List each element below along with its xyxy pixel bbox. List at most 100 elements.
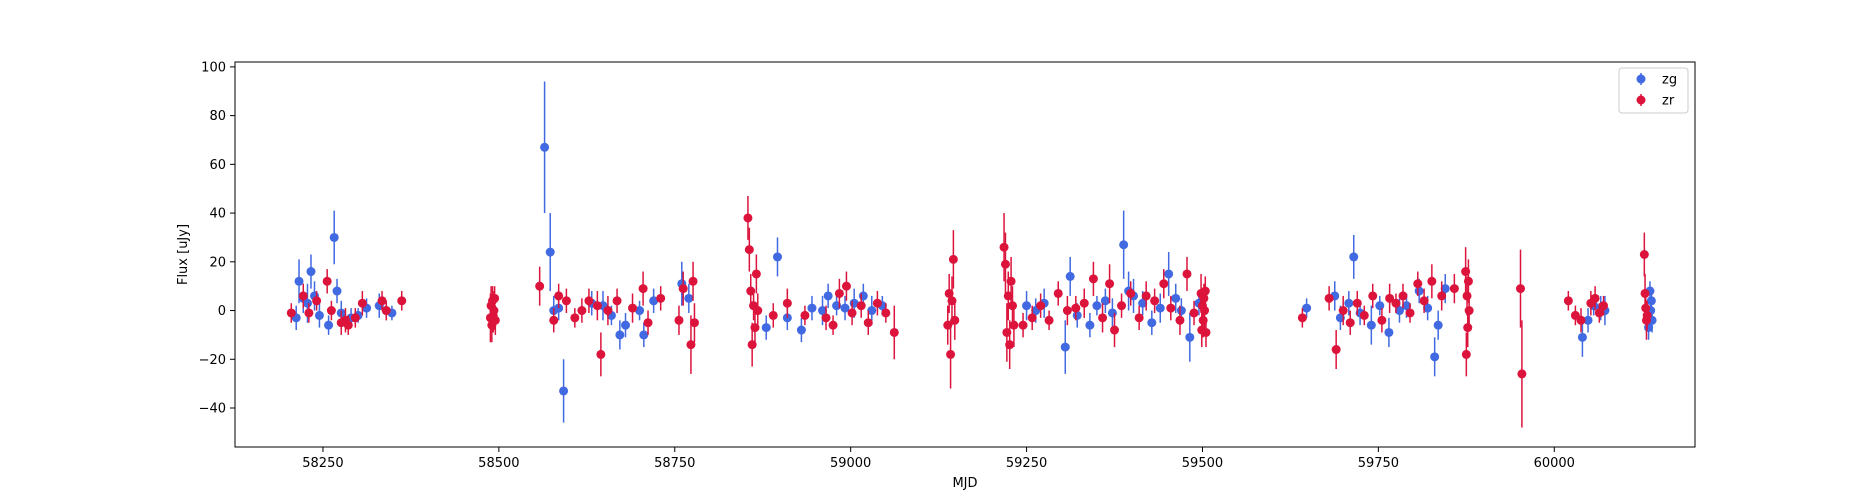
data-point-zg	[1433, 320, 1443, 330]
data-point-zg	[1100, 296, 1110, 306]
data-point-zr	[612, 296, 622, 306]
data-point-zr	[1516, 284, 1526, 294]
data-point-zr	[1427, 276, 1437, 286]
data-point-zg	[639, 330, 649, 340]
data-point-zr	[841, 281, 851, 291]
data-point-zg	[1155, 303, 1165, 313]
data-point-zg	[1646, 296, 1656, 306]
data-point-zr	[751, 269, 761, 279]
plot-content	[286, 81, 1657, 428]
data-point-zr	[1175, 315, 1185, 325]
y-tick-label: 60	[209, 158, 226, 173]
data-point-zr	[584, 296, 594, 306]
data-point-zg	[1085, 320, 1095, 330]
data-point-zg	[306, 267, 316, 277]
data-point-zg	[635, 306, 645, 316]
data-point-zr	[847, 308, 857, 318]
data-point-zr	[1088, 274, 1098, 284]
legend-entry-zr: zr	[1636, 94, 1675, 109]
data-point-zr	[688, 276, 698, 286]
y-tick-label: 80	[209, 109, 226, 124]
x-tick-label: 59750	[1358, 456, 1399, 471]
data-point-zr	[1642, 310, 1652, 320]
data-point-zr	[490, 315, 500, 325]
data-point-zr	[1006, 276, 1016, 286]
data-point-zg	[772, 252, 782, 262]
data-point-zr	[863, 318, 873, 328]
data-point-zr	[1062, 306, 1072, 316]
data-point-zr	[1599, 301, 1609, 311]
data-point-zr	[1159, 279, 1169, 289]
y-tick-label: 40	[209, 207, 226, 222]
data-point-zg	[1060, 342, 1070, 352]
data-point-zr	[674, 315, 684, 325]
data-point-zr	[689, 318, 699, 328]
data-point-zr	[326, 306, 336, 316]
data-point-zr	[298, 291, 308, 301]
data-point-zg	[858, 291, 868, 301]
data-point-zg	[649, 296, 659, 306]
data-point-zg	[1185, 332, 1195, 342]
data-point-zg	[302, 298, 312, 308]
data-point-zg	[1092, 301, 1102, 311]
legend-label-zr: zr	[1662, 94, 1675, 109]
data-point-zr	[1419, 296, 1429, 306]
data-point-zr	[628, 303, 638, 313]
x-tick-label: 58500	[478, 456, 519, 471]
data-point-zr	[1189, 308, 1199, 318]
data-point-zr	[1331, 345, 1341, 355]
data-point-zr	[1071, 303, 1081, 313]
data-point-zr	[596, 349, 606, 359]
data-point-zg	[621, 320, 631, 330]
data-point-zr	[1590, 293, 1600, 303]
data-point-zr	[592, 301, 602, 311]
data-point-zr	[1134, 313, 1144, 323]
y-axis-label: Flux [uJy]	[176, 224, 191, 285]
data-point-zg	[545, 247, 555, 257]
data-point-zr	[768, 310, 778, 320]
data-point-zg	[1366, 320, 1376, 330]
data-point-zr	[343, 320, 353, 330]
data-point-zr	[1117, 301, 1127, 311]
data-point-zr	[948, 254, 958, 264]
y-tick-label: −20	[199, 353, 226, 368]
data-point-zg	[1302, 303, 1312, 313]
data-point-zg	[1171, 293, 1181, 303]
data-point-zr	[1098, 313, 1108, 323]
x-tick-label: 58250	[302, 456, 343, 471]
data-point-zr	[656, 293, 666, 303]
data-point-zg	[1164, 269, 1174, 279]
data-point-zr	[1464, 306, 1474, 316]
data-point-zr	[1462, 291, 1472, 301]
data-point-zg	[1384, 327, 1394, 337]
data-point-zr	[1461, 349, 1471, 359]
data-point-zr	[678, 284, 688, 294]
data-point-zr	[1517, 369, 1527, 379]
data-point-zr	[1200, 306, 1210, 316]
data-point-zr	[381, 306, 391, 316]
data-point-zg	[332, 286, 342, 296]
data-point-zr	[1105, 279, 1115, 289]
data-point-zr	[357, 298, 367, 308]
data-point-zr	[577, 306, 587, 316]
data-point-zr	[535, 281, 545, 291]
data-point-zg	[684, 293, 694, 303]
data-point-zr	[1449, 284, 1459, 294]
data-point-zr	[1377, 315, 1387, 325]
data-point-zg	[329, 232, 339, 242]
y-tick-label: 20	[209, 255, 226, 270]
data-point-zr	[1352, 298, 1362, 308]
x-tick-label: 59500	[1182, 456, 1223, 471]
data-point-zr	[1563, 296, 1573, 306]
data-point-zr	[828, 320, 838, 330]
data-point-zr	[377, 296, 387, 306]
data-point-zr	[1405, 308, 1415, 318]
data-point-zg	[324, 320, 334, 330]
data-point-zr	[1398, 291, 1408, 301]
data-point-zr	[638, 284, 648, 294]
data-point-zr	[1200, 286, 1210, 296]
data-point-zr	[1463, 276, 1473, 286]
x-tick-label: 60000	[1534, 456, 1575, 471]
data-point-zr	[782, 298, 792, 308]
